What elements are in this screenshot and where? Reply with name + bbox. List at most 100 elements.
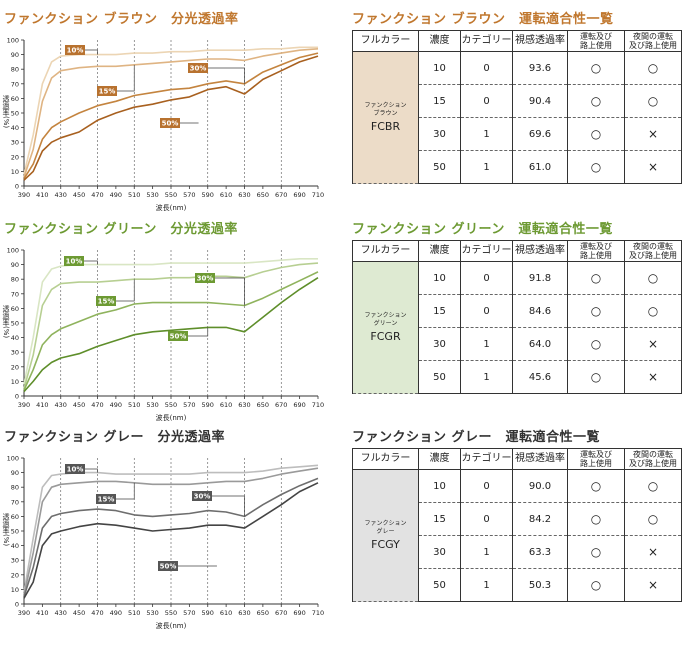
color-name-small: ブラウン <box>373 109 398 117</box>
header-color: フルカラー <box>352 240 419 262</box>
series-label: 15% <box>99 88 116 96</box>
x-tick-label: 650 <box>257 609 269 617</box>
night-use-cell: ○ <box>624 51 682 85</box>
x-tick-label: 410 <box>36 401 48 409</box>
series-line-15pct <box>23 48 319 178</box>
table-row: ファンクション ブラウン FCBR 10 0 93.6 ○ ○ <box>352 51 682 184</box>
chart-title-green: ファンクション グリーン 分光透過率 <box>4 222 238 237</box>
vt-cell: 90.0 <box>512 469 568 503</box>
table-row: 15 0 90.4 ○ ○ <box>353 84 682 118</box>
y-tick-label: 50 <box>11 528 19 536</box>
series-label: 50% <box>160 563 177 571</box>
y-tick-label: 70 <box>11 290 19 298</box>
vt-cell: 90.4 <box>512 84 568 118</box>
series-line-30pct <box>23 477 319 597</box>
header-day: 運転及び 路上使用 <box>567 448 625 470</box>
x-tick-label: 550 <box>165 191 177 199</box>
density-cell: 50 <box>418 360 461 394</box>
y-tick-label: 10 <box>11 168 19 176</box>
density-cell: 10 <box>418 261 461 295</box>
x-tick-label: 710 <box>312 609 324 617</box>
day-use-cell: ○ <box>567 84 625 118</box>
series-label-box <box>160 118 180 128</box>
header-color: フルカラー <box>352 30 419 52</box>
x-tick-label: 510 <box>128 609 140 617</box>
series-leader-line <box>116 482 135 500</box>
day-use-cell: ○ <box>567 51 625 85</box>
series-label: 30% <box>190 65 207 73</box>
color-code: FCGY <box>371 537 400 551</box>
series-line-50pct <box>23 55 319 181</box>
day-use-cell: ○ <box>567 327 625 361</box>
x-tick-label: 610 <box>220 401 232 409</box>
series-line-15pct <box>23 467 319 596</box>
night-use-cell: × <box>624 535 682 569</box>
y-tick-label: 80 <box>11 484 19 492</box>
series-leader-line <box>212 495 245 517</box>
compat-table-green: フルカラー 濃度 カテゴリー 視感透過率 運転及び 路上使用 夜間の運転 及び路上使用 ファンク… <box>352 240 682 394</box>
y-tick-label: 30 <box>11 349 19 357</box>
night-use-cell: ○ <box>624 502 682 536</box>
y-axis-label: 透過率(%) <box>2 95 10 128</box>
y-tick-label: 90 <box>11 51 19 59</box>
color-name-small: グレー <box>376 527 395 535</box>
y-tick-label: 20 <box>11 153 19 161</box>
x-tick-label: 450 <box>73 401 85 409</box>
table-title-green: ファンクション グリーン 運転適合性一覧 <box>352 222 613 237</box>
category-cell: 0 <box>460 294 513 328</box>
x-tick-label: 550 <box>165 401 177 409</box>
header-density: 濃度 <box>418 448 461 470</box>
series-label-box <box>65 45 85 55</box>
x-tick-label: 630 <box>238 401 250 409</box>
header-vt: 視感透過率 <box>512 240 568 262</box>
y-tick-label: 60 <box>11 305 19 313</box>
density-cell: 30 <box>418 535 461 569</box>
y-tick-label: 10 <box>11 586 19 594</box>
color-name-small: グリーン <box>373 319 398 327</box>
header-night: 夜間の運転 及び路上使用 <box>624 240 682 262</box>
table-row: 30 1 64.0 ○ × <box>353 327 682 361</box>
category-cell: 1 <box>460 327 513 361</box>
category-cell: 0 <box>460 502 513 536</box>
night-use-cell: × <box>624 327 682 361</box>
x-tick-label: 530 <box>146 191 158 199</box>
header-night: 夜間の運転 及び路上使用 <box>624 448 682 470</box>
table-title-brown: ファンクション ブラウン 運転適合性一覧 <box>352 12 614 27</box>
density-cell: 15 <box>418 502 461 536</box>
x-tick-label: 470 <box>91 191 103 199</box>
header-vt: 視感透過率 <box>512 30 568 52</box>
x-axis-label: 波長(nm) <box>156 203 187 212</box>
density-cell: 10 <box>418 51 461 85</box>
x-axis-label: 波長(nm) <box>156 621 187 630</box>
y-tick-label: 40 <box>11 124 19 132</box>
series-label-box <box>96 494 116 504</box>
density-cell: 30 <box>418 327 461 361</box>
density-cell: 50 <box>418 150 461 184</box>
series-line-30pct <box>23 271 319 391</box>
night-use-cell: ○ <box>624 261 682 295</box>
series-label-box <box>192 491 212 501</box>
series-line-10pct <box>23 258 318 385</box>
night-use-cell: × <box>624 568 682 602</box>
x-tick-label: 470 <box>91 401 103 409</box>
chart-title-gray: ファンクション グレー 分光透過率 <box>4 430 226 445</box>
series-label: 30% <box>197 275 214 283</box>
y-tick-label: 30 <box>11 557 19 565</box>
color-code: FCGR <box>370 329 401 343</box>
y-axis-label: 透過率(%) <box>2 305 10 338</box>
x-tick-label: 590 <box>202 191 214 199</box>
x-tick-label: 690 <box>293 401 305 409</box>
series-label: 10% <box>67 47 84 55</box>
series-label-box <box>158 561 178 571</box>
day-use-cell: ○ <box>567 261 625 295</box>
category-cell: 0 <box>460 469 513 503</box>
x-tick-label: 390 <box>18 609 30 617</box>
series-label-box <box>96 296 116 306</box>
vt-cell: 50.3 <box>512 568 568 602</box>
series-line-10pct <box>23 464 319 593</box>
series-leader-line <box>215 277 245 306</box>
y-tick-label: 40 <box>11 334 19 342</box>
night-use-cell: × <box>624 150 682 184</box>
y-tick-label: 50 <box>11 320 19 328</box>
compat-table-gray: フルカラー 濃度 カテゴリー 視感透過率 運転及び 路上使用 夜間の運転 及び路上使用 ファンク… <box>352 448 682 602</box>
